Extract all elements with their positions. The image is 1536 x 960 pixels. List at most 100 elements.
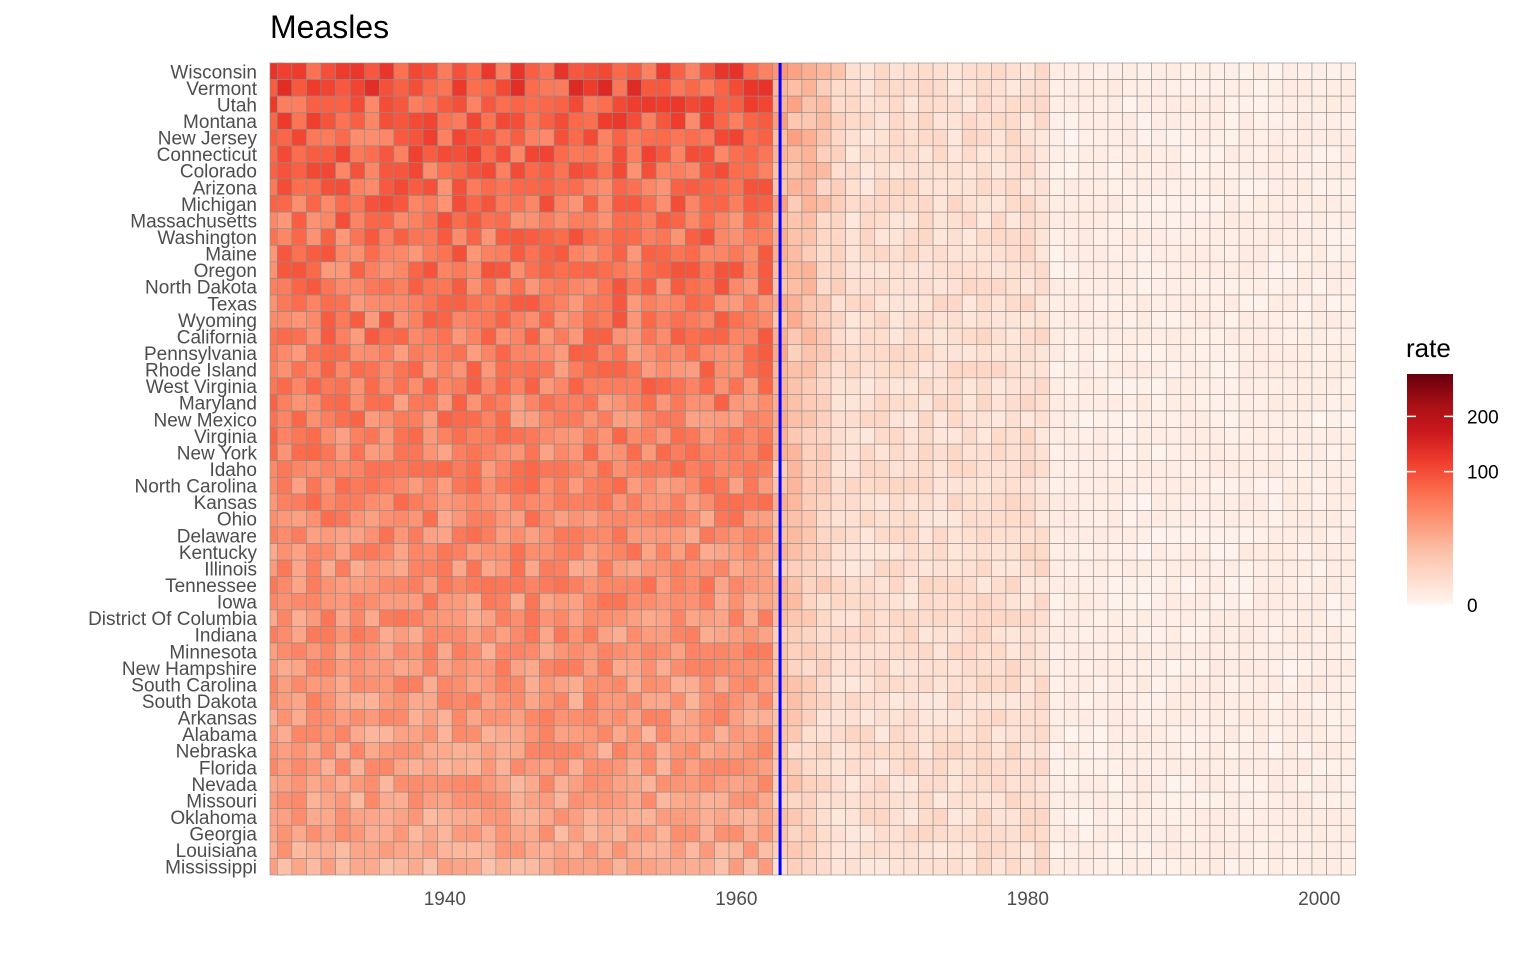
heatmap-cell	[568, 112, 584, 130]
heatmap-cell	[1093, 510, 1109, 528]
heatmap-cell	[1282, 112, 1298, 130]
heatmap-cell	[626, 211, 642, 230]
heatmap-cell	[1020, 278, 1036, 296]
heatmap-cell	[699, 775, 715, 793]
heatmap-cell	[1020, 294, 1036, 312]
heatmap-cell	[568, 228, 584, 246]
heatmap-cell	[320, 95, 336, 114]
heatmap-cell	[1267, 758, 1284, 776]
heatmap-cell	[481, 460, 497, 478]
heatmap-cell	[859, 327, 876, 346]
heatmap-cell	[306, 427, 322, 445]
heatmap-cell	[597, 311, 613, 329]
heatmap-cell	[1209, 725, 1225, 743]
heatmap-cell	[787, 443, 803, 462]
heatmap-cell	[481, 162, 497, 180]
heatmap-cell	[568, 642, 584, 660]
heatmap-cell	[553, 493, 570, 511]
heatmap-cell	[306, 244, 322, 263]
heatmap-cell	[1209, 576, 1225, 594]
heatmap-cell	[364, 808, 380, 826]
heatmap-cell	[801, 626, 817, 644]
heatmap-cell	[1311, 543, 1327, 561]
heatmap-cell	[932, 493, 948, 511]
heatmap-cell	[1209, 95, 1225, 114]
heatmap-cell	[481, 626, 497, 644]
heatmap-cell	[1238, 162, 1255, 180]
heatmap-cell	[1253, 559, 1269, 578]
heatmap-cell	[510, 360, 526, 379]
heatmap-cell	[801, 543, 817, 561]
y-tick-label: South Dakota	[142, 692, 258, 713]
heatmap-cell	[583, 510, 599, 528]
heatmap-cell	[1034, 112, 1050, 130]
heatmap-cell	[757, 824, 774, 843]
heatmap-cell	[1209, 195, 1225, 213]
heatmap-cell	[1253, 128, 1269, 147]
heatmap-cell	[393, 526, 409, 544]
heatmap-cell	[991, 808, 1007, 826]
heatmap-cell	[291, 642, 307, 660]
heatmap-cell	[757, 510, 774, 528]
heatmap-cell	[1326, 443, 1342, 462]
heatmap-cell	[1107, 294, 1123, 312]
heatmap-cell	[495, 725, 511, 743]
heatmap-cell	[276, 692, 293, 710]
heatmap-cell	[466, 261, 482, 279]
heatmap-cell	[306, 344, 322, 362]
heatmap-cell	[685, 626, 701, 644]
heatmap-cell	[612, 112, 628, 130]
heatmap-cell	[1267, 775, 1284, 793]
heatmap-cell	[976, 228, 992, 246]
heatmap-cell	[918, 79, 934, 97]
heatmap-cell	[859, 543, 876, 561]
heatmap-cell	[437, 195, 453, 213]
heatmap-cell	[1209, 626, 1225, 644]
heatmap-cell	[714, 79, 730, 97]
heatmap-cell	[1209, 311, 1225, 329]
heatmap-cell	[1253, 592, 1269, 611]
heatmap-cell	[1107, 791, 1123, 810]
heatmap-cell	[1180, 642, 1196, 660]
heatmap-cell	[1005, 377, 1021, 395]
heatmap-cell	[655, 178, 672, 196]
heatmap-cell	[1122, 609, 1138, 627]
heatmap-cell	[1063, 626, 1080, 644]
heatmap-cell	[539, 360, 555, 379]
heatmap-cell	[670, 775, 686, 793]
heatmap-cell	[1326, 128, 1342, 147]
heatmap-cell	[932, 145, 948, 163]
heatmap-cell	[1063, 576, 1080, 594]
heatmap-cell	[466, 427, 482, 445]
heatmap-cell	[845, 228, 861, 246]
heatmap-cell	[597, 526, 613, 544]
heatmap-cell	[568, 609, 584, 627]
heatmap-cell	[670, 841, 686, 859]
heatmap-cell	[903, 261, 919, 279]
heatmap-cell	[757, 543, 774, 561]
heatmap-cell	[1282, 543, 1298, 561]
y-tick-label: Colorado	[180, 162, 257, 183]
heatmap-cell	[1107, 493, 1123, 511]
heatmap-cell	[408, 79, 424, 97]
heatmap-cell	[1165, 294, 1182, 312]
heatmap-cell	[1267, 294, 1284, 312]
heatmap-cell	[1195, 195, 1211, 213]
heatmap-cell	[714, 626, 730, 644]
heatmap-cell	[612, 510, 628, 528]
heatmap-cell	[378, 858, 395, 876]
heatmap-cell	[553, 675, 570, 694]
heatmap-cell	[451, 195, 468, 213]
heatmap-cell	[408, 609, 424, 627]
heatmap-cell	[1238, 841, 1255, 859]
heatmap-cell	[1151, 576, 1167, 594]
heatmap-cell	[1267, 360, 1284, 379]
heatmap-cell	[932, 808, 948, 826]
heatmap-cell	[728, 294, 744, 312]
heatmap-cell	[714, 692, 730, 710]
heatmap-cell	[830, 559, 846, 578]
heatmap-cell	[655, 510, 672, 528]
heatmap-cell	[335, 261, 351, 279]
heatmap-cell	[539, 526, 555, 544]
heatmap-cell	[306, 775, 322, 793]
